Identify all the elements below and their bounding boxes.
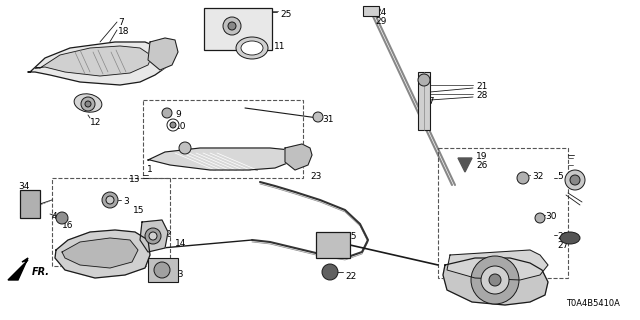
Text: 21: 21 <box>476 82 488 91</box>
Text: 26: 26 <box>476 161 488 170</box>
Polygon shape <box>458 158 472 172</box>
Text: 28: 28 <box>476 91 488 100</box>
Circle shape <box>570 175 580 185</box>
Bar <box>363 6 379 16</box>
Bar <box>20 190 40 218</box>
Text: 14: 14 <box>175 239 186 248</box>
Circle shape <box>85 101 91 107</box>
Text: 33: 33 <box>172 270 184 279</box>
Bar <box>418 72 430 130</box>
Text: 17: 17 <box>424 97 435 106</box>
Text: 35: 35 <box>345 232 356 241</box>
Ellipse shape <box>236 37 268 59</box>
Text: 4: 4 <box>52 212 58 221</box>
Text: 5: 5 <box>557 172 563 181</box>
Circle shape <box>167 119 179 131</box>
Bar <box>52 178 170 266</box>
Ellipse shape <box>74 94 102 112</box>
Text: 31: 31 <box>322 115 333 124</box>
Text: 23: 23 <box>310 172 321 181</box>
Polygon shape <box>35 46 152 76</box>
Text: 32: 32 <box>532 172 543 181</box>
Circle shape <box>81 97 95 111</box>
Text: 6: 6 <box>424 88 429 97</box>
Circle shape <box>313 112 323 122</box>
Text: FR.: FR. <box>32 267 50 277</box>
Text: T0A4B5410A: T0A4B5410A <box>566 299 620 308</box>
Text: 7: 7 <box>118 18 124 27</box>
Text: 16: 16 <box>62 221 74 230</box>
Bar <box>143 100 303 178</box>
Polygon shape <box>148 148 295 170</box>
Circle shape <box>106 196 114 204</box>
Text: 13: 13 <box>129 175 141 184</box>
Text: 9: 9 <box>175 110 180 119</box>
Text: 34: 34 <box>18 182 29 191</box>
Bar <box>316 232 350 258</box>
Circle shape <box>418 74 430 86</box>
Polygon shape <box>443 258 548 305</box>
Circle shape <box>154 262 170 278</box>
Polygon shape <box>285 144 312 170</box>
Text: 19: 19 <box>476 152 488 161</box>
Text: 20: 20 <box>557 232 568 241</box>
Text: 3: 3 <box>123 197 129 206</box>
Bar <box>148 258 178 282</box>
Circle shape <box>223 17 241 35</box>
Circle shape <box>535 213 545 223</box>
Text: 11: 11 <box>274 42 285 51</box>
Polygon shape <box>28 42 168 85</box>
Circle shape <box>471 256 519 304</box>
Circle shape <box>162 108 172 118</box>
Polygon shape <box>8 258 28 280</box>
Text: 12: 12 <box>90 118 101 127</box>
Text: 2: 2 <box>165 230 171 239</box>
Polygon shape <box>148 38 178 70</box>
Text: 24: 24 <box>375 8 387 17</box>
Polygon shape <box>447 250 548 280</box>
Text: 29: 29 <box>375 17 387 26</box>
Polygon shape <box>55 230 150 278</box>
Bar <box>438 148 568 278</box>
Circle shape <box>228 22 236 30</box>
Circle shape <box>56 212 68 224</box>
Bar <box>204 8 272 50</box>
Polygon shape <box>140 220 168 252</box>
Text: 15: 15 <box>133 206 145 215</box>
Text: 1: 1 <box>147 165 153 174</box>
Text: 36: 36 <box>196 148 207 157</box>
Text: 8: 8 <box>254 25 260 34</box>
Circle shape <box>179 142 191 154</box>
Circle shape <box>102 192 118 208</box>
Polygon shape <box>62 238 138 268</box>
Ellipse shape <box>560 232 580 244</box>
Circle shape <box>489 274 501 286</box>
Circle shape <box>565 170 585 190</box>
Circle shape <box>145 228 161 244</box>
Circle shape <box>149 232 157 240</box>
Text: 25: 25 <box>280 10 291 19</box>
Circle shape <box>481 266 509 294</box>
Text: 22: 22 <box>345 272 356 281</box>
Circle shape <box>322 264 338 280</box>
Text: 27: 27 <box>557 241 568 250</box>
Ellipse shape <box>241 41 263 55</box>
Text: 18: 18 <box>118 27 129 36</box>
Text: 10: 10 <box>175 122 186 131</box>
Circle shape <box>517 172 529 184</box>
Circle shape <box>170 122 176 128</box>
Text: 30: 30 <box>545 212 557 221</box>
